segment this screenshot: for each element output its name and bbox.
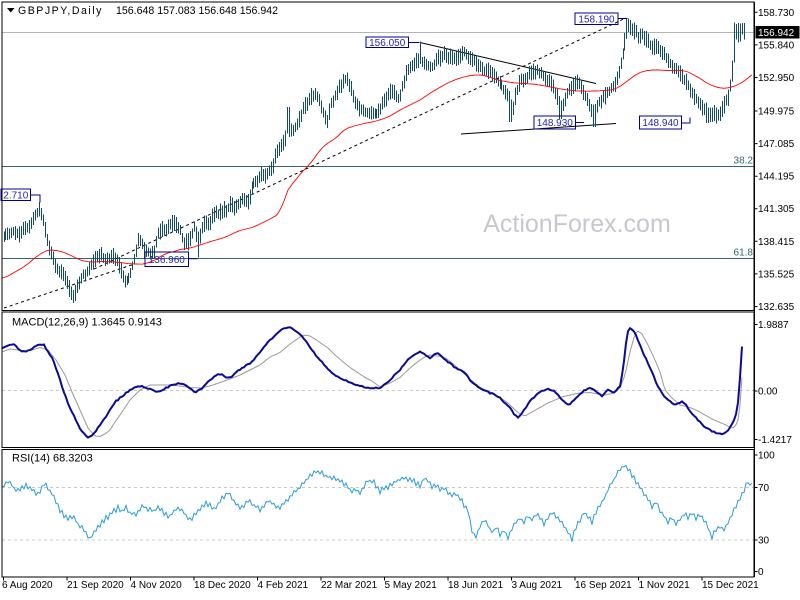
svg-text:136.960: 136.960 — [149, 255, 186, 266]
svg-text:0.00: 0.00 — [758, 387, 778, 398]
svg-text:135.525: 135.525 — [758, 269, 795, 280]
svg-text:4 Feb 2021: 4 Feb 2021 — [258, 580, 309, 591]
svg-text:158.190: 158.190 — [578, 14, 615, 25]
svg-text:RSI(14) 68.3203: RSI(14) 68.3203 — [12, 453, 93, 465]
svg-text:147.085: 147.085 — [758, 139, 795, 150]
svg-text:141.305: 141.305 — [758, 204, 795, 215]
svg-text:158.730: 158.730 — [758, 8, 795, 19]
svg-text:156.050: 156.050 — [369, 38, 406, 49]
svg-text:156.648 157.083 156.648 156.94: 156.648 157.083 156.648 156.942 — [116, 5, 278, 17]
svg-text:100: 100 — [758, 451, 775, 462]
svg-text:21 Sep 2020: 21 Sep 2020 — [67, 580, 124, 591]
svg-text:GBPJPY,Daily: GBPJPY,Daily — [18, 5, 103, 17]
svg-text:30: 30 — [758, 536, 770, 547]
svg-text:156.942: 156.942 — [758, 28, 795, 39]
svg-text:152.950: 152.950 — [758, 73, 795, 84]
svg-text:15 Dec 2021: 15 Dec 2021 — [702, 580, 759, 591]
svg-text:4 Nov 2020: 4 Nov 2020 — [131, 580, 183, 591]
svg-text:1 Nov 2021: 1 Nov 2021 — [639, 580, 691, 591]
svg-text:18 Jun 2021: 18 Jun 2021 — [448, 580, 503, 591]
svg-text:70: 70 — [758, 483, 770, 494]
svg-text:6 Aug 2020: 6 Aug 2020 — [2, 580, 53, 591]
svg-text:148.930: 148.930 — [537, 118, 574, 129]
svg-text:2.710: 2.710 — [3, 190, 28, 201]
svg-text:61.8: 61.8 — [734, 248, 754, 259]
svg-text:5 May 2021: 5 May 2021 — [385, 580, 438, 591]
svg-text:22 Mar 2021: 22 Mar 2021 — [321, 580, 378, 591]
svg-text:155.840: 155.840 — [758, 40, 795, 51]
svg-text:MACD(12,26,9) 1.3645 0.9143: MACD(12,26,9) 1.3645 0.9143 — [12, 317, 162, 329]
svg-text:132.635: 132.635 — [758, 302, 795, 313]
svg-text:18 Dec 2020: 18 Dec 2020 — [194, 580, 251, 591]
svg-text:149.975: 149.975 — [758, 107, 795, 118]
svg-text:3 Aug 2021: 3 Aug 2021 — [512, 580, 563, 591]
svg-text:1.9887: 1.9887 — [758, 320, 789, 331]
svg-text:148.940: 148.940 — [642, 118, 679, 129]
svg-text:16 Sep 2021: 16 Sep 2021 — [575, 580, 632, 591]
svg-text:138.415: 138.415 — [758, 237, 795, 248]
svg-text:ActionForex.com: ActionForex.com — [483, 210, 671, 238]
svg-text:-1.4217: -1.4217 — [758, 435, 792, 446]
svg-text:144.195: 144.195 — [758, 172, 795, 183]
svg-text:38.2: 38.2 — [734, 155, 754, 166]
svg-text:0: 0 — [758, 567, 764, 578]
